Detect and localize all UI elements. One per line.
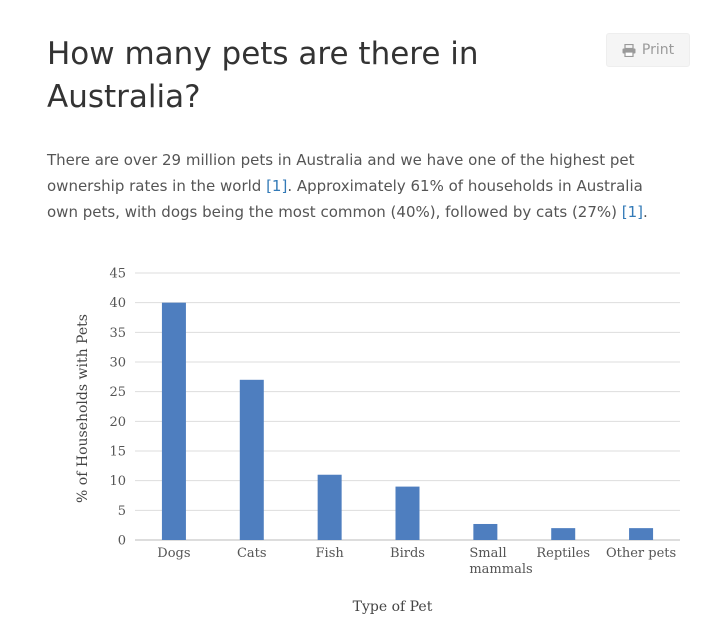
reference-link-2[interactable]: [1] (621, 203, 644, 221)
x-tick-label: Birds (390, 546, 425, 561)
bar (629, 528, 654, 540)
intro-text-2: . Approximately 61% of households in Aus… (47, 177, 643, 221)
x-tick-label: Small mammals (469, 546, 532, 577)
print-label: Print (641, 42, 675, 58)
bar-chart: 0 5 10 15 20 25 30 35 40 45 Dogs Cats Fish Birds Smal… (75, 267, 680, 615)
y-tick-label: 30 (109, 356, 126, 371)
y-tick-label: 20 (109, 415, 126, 430)
y-tick-label: 25 (109, 385, 126, 400)
y-axis-title: % of Households with Pets (75, 314, 91, 503)
page-title: How many pets are there in Australia? (47, 36, 479, 115)
y-tick-label: 15 (109, 445, 126, 460)
bar (395, 486, 420, 540)
y-tick-label: 5 (118, 504, 126, 519)
reference-link-1[interactable]: [1] (266, 177, 288, 195)
bar (239, 379, 264, 540)
x-tick-label: Dogs (157, 546, 190, 561)
intro-text-3: . (643, 203, 648, 221)
intro-text-1: There are over 29 million pets in Austra… (47, 151, 635, 195)
x-axis-title: Type of Pet (353, 599, 433, 615)
y-tick-label: 0 (118, 534, 126, 549)
printer-icon (622, 43, 636, 57)
y-tick-label: 35 (109, 326, 126, 341)
intro-paragraph: There are over 29 million pets in Austra… (47, 147, 667, 225)
bar (473, 523, 498, 540)
print-button[interactable]: Print (606, 33, 690, 67)
y-tick-label: 45 (109, 267, 126, 282)
x-tick-label: Reptiles (536, 546, 590, 561)
y-tick-label: 40 (109, 296, 126, 311)
x-axis-ticks: Dogs Cats Fish Birds Small mammals Reptiles Oth… (157, 546, 676, 577)
bar (551, 528, 576, 540)
bar (161, 302, 186, 540)
bars (161, 302, 654, 540)
bar (317, 474, 342, 540)
gridlines (135, 272, 680, 541)
y-axis-ticks: 0 5 10 15 20 25 30 35 40 45 (109, 267, 126, 549)
x-tick-label: Cats (237, 546, 267, 561)
y-tick-label: 10 (109, 474, 126, 489)
x-tick-label: Fish (316, 546, 345, 561)
x-tick-label: Other pets (606, 546, 676, 561)
